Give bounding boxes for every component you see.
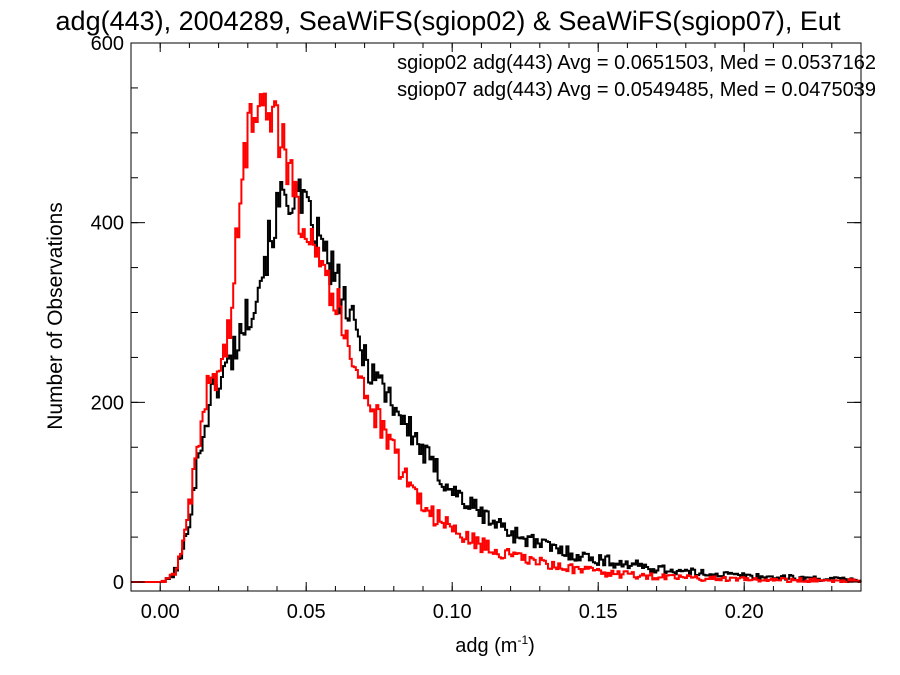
chart-title: adg(443), 2004289, SeaWiFS(sgiop02) & Se…: [56, 6, 841, 36]
x-tick-label: 0.15: [579, 601, 618, 623]
plot-frame: [130, 42, 862, 592]
y-tick-label: 200: [91, 392, 124, 414]
x-tick-label: 0.10: [433, 601, 472, 623]
x-tick-label: 0.05: [287, 601, 326, 623]
x-tick-label: 0.00: [141, 601, 180, 623]
y-tick-label: 0: [113, 572, 124, 594]
x-axis-label: adg (m-1): [455, 633, 535, 657]
series-line-sgiop02: [131, 178, 862, 584]
series-line-sgiop07: [131, 92, 861, 584]
y-axis-label: Number of Observations: [44, 202, 67, 430]
legend-entry-sgiop07: sgiop07 adg(443) Avg = 0.0549485, Med = …: [397, 79, 876, 101]
plot-series: [131, 92, 862, 584]
x-tick-label: 0.20: [725, 601, 764, 623]
y-axis-ticks: 0 200 400 600: [91, 33, 861, 594]
y-tick-label: 600: [91, 33, 124, 55]
x-axis-label-main: adg (m: [455, 635, 517, 657]
x-axis-label-close: ): [528, 635, 535, 657]
x-axis-ticks: 0.00 0.05 0.10 0.15 0.20: [141, 43, 862, 623]
x-axis-label-superscript: -1: [517, 633, 528, 647]
y-tick-label: 400: [91, 213, 124, 235]
legend-entry-sgiop02: sgiop02 adg(443) Avg = 0.0651503, Med = …: [397, 52, 876, 74]
